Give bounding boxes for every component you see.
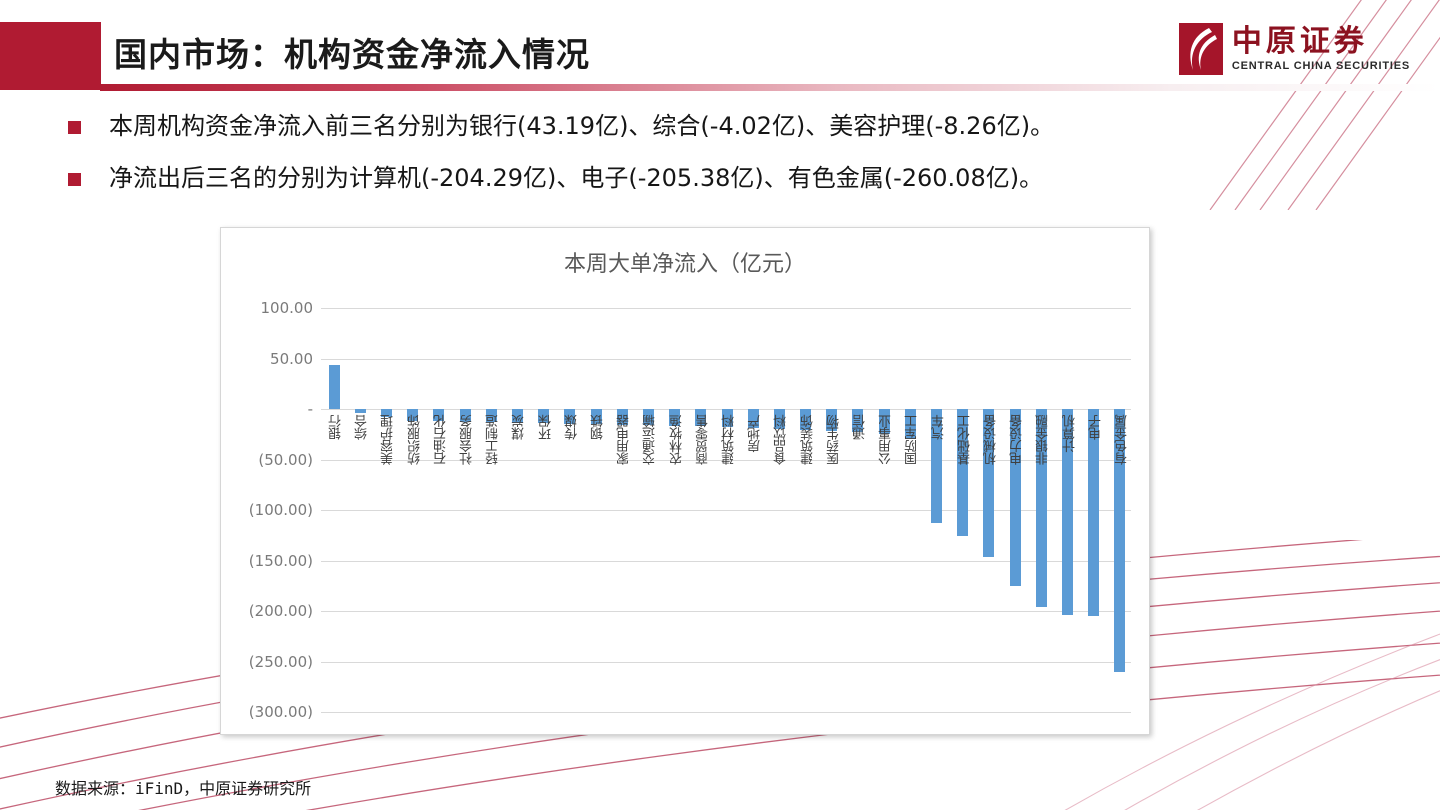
y-axis-tick-label: (150.00) bbox=[248, 551, 313, 570]
x-axis-tick-label: 机械设备 bbox=[983, 415, 999, 465]
gridline bbox=[321, 308, 1131, 309]
gridline bbox=[321, 611, 1131, 612]
x-axis-tick-label: 银行 bbox=[329, 415, 345, 440]
chart-bar bbox=[511, 409, 523, 423]
x-axis-tick-label: 电子 bbox=[1088, 415, 1104, 440]
y-axis-tick-label: (300.00) bbox=[248, 703, 313, 721]
x-axis-tick-label: 环保 bbox=[538, 415, 554, 440]
bullet-square-icon bbox=[68, 173, 81, 187]
x-axis-tick-label: 房地产 bbox=[748, 415, 764, 453]
chart-bar bbox=[800, 409, 812, 431]
x-axis-tick-label: 轻工制造 bbox=[486, 415, 502, 465]
x-axis-tick-label: 传媒 bbox=[564, 415, 580, 440]
x-axis-tick-label: 纺织服饰 bbox=[407, 415, 423, 465]
chart-bar bbox=[459, 409, 471, 422]
x-axis-tick-label: 公用事业 bbox=[879, 415, 895, 465]
x-axis-tick-label: 商贸零售 bbox=[695, 415, 711, 465]
gridline bbox=[321, 459, 1131, 461]
chart-bar bbox=[957, 409, 969, 537]
x-axis-tick-label: 国防军工 bbox=[905, 415, 921, 465]
x-axis-tick-label: 有色金属 bbox=[1114, 415, 1130, 465]
company-logo: 中原证券 CENTRAL CHINA SECURITIES bbox=[1178, 18, 1410, 80]
chart-title: 本周大单净流入（亿元） bbox=[563, 252, 806, 277]
gridline bbox=[321, 560, 1131, 562]
header-underline bbox=[100, 84, 1440, 91]
chart-bar bbox=[826, 409, 838, 432]
chart-bar bbox=[564, 409, 576, 424]
x-axis-tick-label: 农林牧渔 bbox=[669, 415, 685, 465]
logo-english-name: CENTRAL CHINA SECURITIES bbox=[1231, 59, 1410, 72]
chart-container: 本周大单净流入（亿元） 100.00 50.00 - (50.00) (100.00) (… bbox=[220, 227, 1150, 735]
x-axis-tick-label: 综合 bbox=[355, 415, 371, 440]
x-axis-tick-label: 基础化工 bbox=[957, 415, 973, 465]
x-axis-tick-label: 石油石化 bbox=[433, 415, 449, 465]
chart-bar bbox=[485, 409, 497, 423]
x-axis-tick-label: 建筑材料 bbox=[722, 415, 737, 465]
y-axis-tick-label: (250.00) bbox=[248, 652, 313, 671]
y-axis-tick-label: 100.00 bbox=[260, 299, 314, 317]
chart-bar bbox=[354, 409, 366, 414]
x-axis-tick-label: 钢铁 bbox=[591, 415, 607, 440]
gridline bbox=[321, 358, 1131, 360]
x-axis-tick-label: 交通运输 bbox=[643, 415, 659, 465]
x-axis-tick-label: 通信 bbox=[852, 415, 868, 440]
x-axis-tick-label: 非银金融 bbox=[1036, 415, 1052, 465]
chart-bar bbox=[433, 409, 445, 422]
chart-bar bbox=[669, 409, 681, 426]
x-axis-tick-label: 社会服务 bbox=[460, 415, 476, 465]
chart-bar bbox=[1062, 409, 1074, 616]
chart-bar bbox=[931, 409, 943, 524]
chart-bar bbox=[852, 409, 864, 433]
y-axis-tick-label: 50.00 bbox=[270, 349, 313, 368]
chart-bar bbox=[616, 409, 628, 425]
logo-mark-icon bbox=[1178, 23, 1223, 75]
chart-bar bbox=[1009, 409, 1021, 586]
page-title: 国内市场：机构资金净流入情况 bbox=[114, 35, 590, 74]
gridline bbox=[321, 661, 1131, 663]
gridline bbox=[321, 510, 1131, 511]
list-item: 净流出后三名的分别为计算机(-204.29亿)、电子(-205.38亿)、有色金… bbox=[68, 162, 1368, 194]
chart-bar bbox=[1088, 409, 1100, 617]
y-axis-tick-label: (100.00) bbox=[248, 501, 313, 519]
chart-bar bbox=[380, 409, 392, 418]
chart-bar bbox=[328, 365, 340, 409]
gridline bbox=[321, 712, 1131, 713]
x-axis-tick-label: 食品饮料 bbox=[774, 415, 790, 465]
chart-bar bbox=[747, 409, 759, 429]
chart-plot-area: 100.00 50.00 - (50.00) (100.00) (150.00) (200.… bbox=[249, 228, 1131, 734]
y-axis-tick-label: (50.00) bbox=[258, 450, 313, 469]
x-axis-tick-label: 电力设备 bbox=[1010, 415, 1026, 465]
y-axis-tick-label: - bbox=[307, 400, 313, 418]
x-axis-tick-label: 医药生物 bbox=[826, 415, 842, 465]
chart-bar bbox=[904, 409, 916, 440]
x-axis-tick-label: 计算机 bbox=[1062, 415, 1078, 453]
y-axis-tick-label: (200.00) bbox=[248, 602, 313, 620]
chart-bars bbox=[321, 228, 1131, 734]
chart-bar bbox=[878, 409, 890, 435]
chart-bar bbox=[590, 409, 602, 425]
data-source-note: 数据来源：iFinD，中原证券研究所 bbox=[55, 779, 312, 798]
chart-bar bbox=[642, 409, 654, 426]
bullet-text: 净流出后三名的分别为计算机(-204.29亿)、电子(-205.38亿)、有色金… bbox=[109, 164, 1044, 193]
chart-bar bbox=[721, 409, 733, 428]
logo-chinese-name: 中原证券 bbox=[1231, 24, 1368, 60]
chart-bar bbox=[538, 409, 550, 424]
chart-bar bbox=[695, 409, 707, 427]
chart-bar bbox=[1114, 409, 1126, 672]
list-item: 本周机构资金净流入前三名分别为银行(43.19亿)、综合(-4.02亿)、美容护… bbox=[68, 110, 1368, 142]
chart-bar bbox=[983, 409, 995, 558]
bullet-text: 本周机构资金净流入前三名分别为银行(43.19亿)、综合(-4.02亿)、美容护… bbox=[109, 112, 1055, 140]
x-axis-tick-label: 汽车 bbox=[931, 415, 947, 440]
x-axis-tick-label: 建筑装饰 bbox=[800, 415, 816, 465]
chart-bar bbox=[407, 409, 419, 421]
chart-bar bbox=[773, 409, 785, 430]
header-accent-block bbox=[0, 22, 101, 90]
x-axis-tick-label: 煤炭 bbox=[512, 415, 528, 440]
bullet-square-icon bbox=[68, 121, 81, 134]
x-axis-tick-label: 家用电器 bbox=[617, 415, 633, 465]
chart-bar bbox=[1035, 409, 1047, 607]
bullet-list: 本周机构资金净流入前三名分别为银行(43.19亿)、综合(-4.02亿)、美容护… bbox=[68, 110, 1368, 215]
x-axis-tick-label: 美容护理 bbox=[381, 415, 397, 465]
